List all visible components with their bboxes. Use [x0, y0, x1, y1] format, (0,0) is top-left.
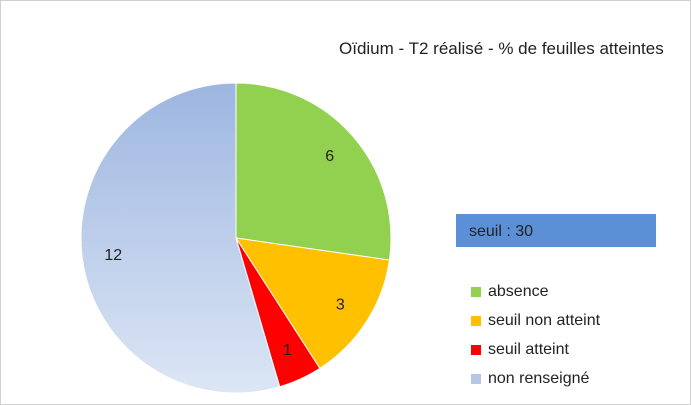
- legend-label: seuil atteint: [488, 341, 569, 358]
- pie-slice: [234, 237, 390, 370]
- legend-swatch: [471, 345, 481, 355]
- data-label: 3: [336, 296, 345, 313]
- pie-slice: [80, 82, 281, 394]
- legend-swatch: [471, 374, 481, 384]
- data-label: 6: [325, 148, 334, 165]
- legend-swatch: [471, 287, 481, 297]
- legend-label: absence: [488, 283, 549, 300]
- legend-swatch: [471, 316, 481, 326]
- pie-slice: [235, 82, 392, 261]
- data-label: 12: [104, 247, 122, 264]
- annotation: seuil : 30: [469, 223, 533, 240]
- chart-title: Oïdium - T2 réalisé - % de feuilles atte…: [339, 39, 664, 58]
- legend-label: seuil non atteint: [488, 312, 601, 329]
- legend-label: non renseigné: [488, 370, 590, 387]
- data-label: 1: [283, 342, 292, 359]
- threshold-box: [456, 214, 656, 247]
